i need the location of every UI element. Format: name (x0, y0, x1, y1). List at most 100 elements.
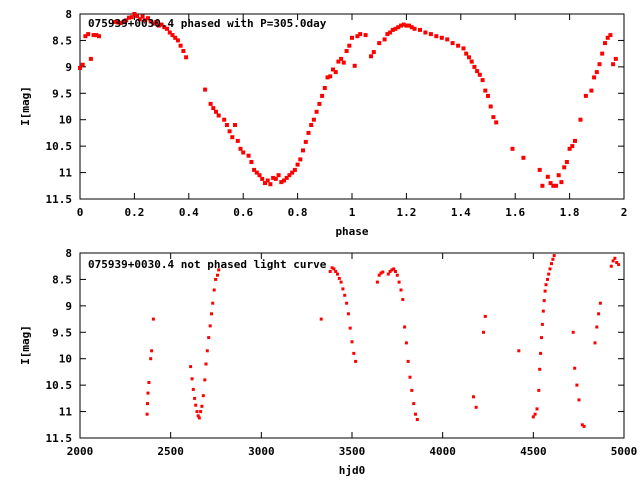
data-point (200, 404, 204, 408)
y-axis-ticks: 8 8.5 9 9.5 10 10.5 11 11.5 (46, 247, 624, 445)
data-point (210, 312, 213, 316)
y-tick-label: 8.5 (52, 273, 72, 286)
data-point (396, 25, 401, 30)
data-point (538, 367, 542, 371)
data-point (611, 62, 616, 67)
plot-frame (79, 13, 625, 200)
data-point (571, 330, 575, 334)
data-point (241, 150, 246, 155)
chart-title: 075939+0030.4 phased with P=305.0day (88, 17, 327, 30)
data-point (399, 288, 403, 292)
x-tick-label: 0 (77, 206, 84, 219)
data-point (162, 25, 167, 30)
x-tick-label: 0.8 (288, 206, 308, 219)
data-point (403, 325, 407, 329)
data-point (201, 394, 205, 398)
data-point (392, 267, 396, 271)
data-point (88, 56, 93, 61)
data-point (334, 270, 338, 273)
y-axis-label: I[mag] (19, 86, 32, 126)
data-point (227, 129, 232, 134)
plot-frame (79, 252, 625, 439)
unphased-light-curve-panel: 2000 2500 3000 3500 4000 4500 5000 8 8.5 9 9.5 10 1… (19, 247, 637, 477)
data-point (238, 146, 243, 151)
data-point (388, 30, 393, 35)
y-tick-label: 10 (59, 114, 72, 127)
data-point (615, 261, 619, 264)
data-point (375, 280, 379, 284)
data-point (439, 35, 444, 40)
data-point (395, 273, 399, 277)
data-point (608, 33, 613, 38)
y-axis-ticks: 8 8.5 9 9.5 10 10.5 11 11.5 (46, 8, 624, 206)
chart-title: 075939+0030.4 not phased light curve (88, 258, 327, 271)
data-point (268, 182, 273, 187)
data-point (475, 69, 480, 74)
data-point (472, 64, 477, 69)
data-point (154, 19, 159, 24)
data-point (352, 63, 357, 68)
data-point (488, 104, 493, 109)
data-point (303, 139, 308, 144)
x-tick-label: 4000 (429, 445, 456, 458)
data-point (408, 375, 412, 379)
data-point (348, 326, 352, 330)
data-point (401, 22, 406, 27)
y-tick-label: 9 (65, 61, 72, 74)
data-point (415, 418, 419, 421)
data-point (540, 336, 543, 340)
data-point (600, 51, 605, 56)
data-point (573, 138, 577, 143)
data-point (456, 43, 461, 48)
data-point (325, 75, 330, 80)
data-points (78, 12, 618, 188)
data-point (533, 412, 537, 416)
data-point (146, 391, 150, 395)
data-point (540, 183, 545, 188)
data-point (199, 410, 203, 414)
data-point (350, 35, 354, 40)
x-axis-label: hjd0 (339, 464, 366, 477)
data-point (382, 37, 387, 42)
x-axis-label: phase (335, 225, 368, 238)
data-point (346, 312, 350, 316)
data-point (597, 62, 602, 67)
data-point (491, 115, 496, 120)
data-point (517, 349, 521, 353)
data-point (350, 340, 354, 344)
data-point (260, 176, 265, 181)
data-point (322, 86, 327, 90)
data-point (145, 412, 149, 416)
data-point (341, 60, 346, 65)
data-point (196, 414, 200, 418)
data-point (548, 181, 553, 186)
data-point (394, 270, 397, 273)
data-point (564, 160, 569, 164)
data-point (295, 162, 300, 167)
data-point (224, 123, 229, 127)
y-tick-label: 8 (65, 247, 72, 260)
data-point (393, 26, 398, 31)
y-tick-label: 8 (65, 8, 72, 21)
data-point (428, 32, 433, 37)
data-point (211, 301, 215, 305)
data-point (211, 106, 216, 111)
y-tick-label: 11 (59, 406, 73, 419)
data-point (184, 55, 189, 60)
data-point (328, 270, 332, 273)
y-tick-label: 9.5 (52, 326, 72, 339)
data-point (345, 301, 349, 305)
data-point (545, 174, 550, 179)
data-point (249, 160, 254, 164)
data-point (212, 288, 216, 292)
data-point (336, 59, 341, 64)
data-point (464, 51, 469, 56)
y-tick-label: 10.5 (46, 379, 73, 392)
data-point (217, 268, 221, 272)
x-tick-label: 1.6 (505, 206, 525, 219)
data-point (407, 23, 412, 28)
data-point (589, 88, 594, 93)
data-point (613, 256, 617, 260)
data-point (265, 178, 270, 183)
